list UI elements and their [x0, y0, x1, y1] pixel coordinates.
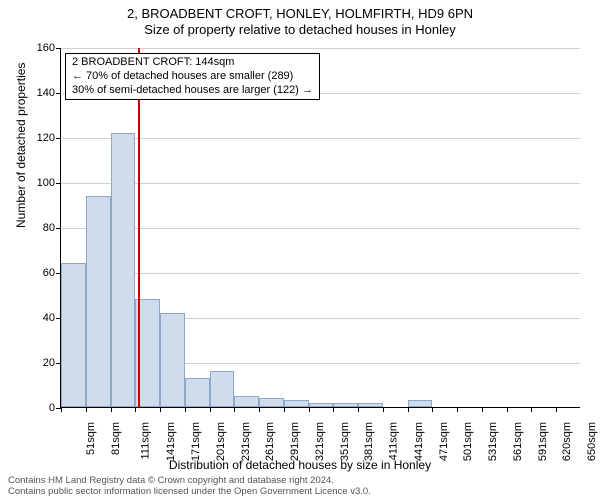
x-tick-label: 51sqm — [85, 422, 97, 455]
x-tick-label: 321sqm — [314, 422, 326, 461]
x-tick-label: 620sqm — [562, 422, 574, 461]
marker-line — [138, 48, 140, 407]
bar — [111, 133, 136, 408]
y-tick-label: 80 — [43, 222, 55, 234]
x-tick-label: 561sqm — [512, 422, 524, 461]
x-tick — [259, 407, 260, 412]
y-tick — [56, 93, 61, 94]
annotation-line-2: ← 70% of detached houses are smaller (28… — [72, 70, 313, 84]
x-tick-label: 471sqm — [438, 422, 450, 461]
x-tick-label: 411sqm — [387, 422, 399, 460]
bar — [333, 403, 358, 408]
y-tick-label: 20 — [43, 357, 55, 369]
x-tick — [482, 407, 483, 412]
footer-line-2: Contains public sector information licen… — [8, 487, 371, 498]
x-tick-label: 291sqm — [289, 422, 301, 461]
x-tick — [185, 407, 186, 412]
title-line-2: Size of property relative to detached ho… — [0, 22, 600, 38]
y-axis-title: Number of detached properties — [14, 63, 28, 228]
y-tick-label: 140 — [37, 87, 55, 99]
plot-area: 02040608010012014016051sqm81sqm111sqm141… — [60, 48, 580, 408]
x-tick-label: 381sqm — [364, 422, 376, 461]
bar — [309, 403, 334, 408]
x-tick-label: 231sqm — [240, 422, 252, 461]
x-tick — [111, 407, 112, 412]
bar — [86, 196, 111, 408]
title-line-1: 2, BROADBENT CROFT, HONLEY, HOLMFIRTH, H… — [0, 6, 600, 22]
bar — [259, 398, 284, 407]
y-tick-label: 40 — [43, 312, 55, 324]
x-tick-label: 171sqm — [190, 422, 202, 461]
x-tick-label: 201sqm — [215, 422, 227, 461]
x-tick — [432, 407, 433, 412]
x-tick — [160, 407, 161, 412]
x-tick — [309, 407, 310, 412]
x-tick-label: 261sqm — [264, 422, 276, 461]
x-tick — [408, 407, 409, 412]
y-tick-label: 0 — [49, 402, 55, 414]
x-tick-label: 650sqm — [586, 422, 598, 461]
bar — [185, 378, 210, 407]
x-tick — [210, 407, 211, 412]
annotation-box: 2 BROADBENT CROFT: 144sqm ← 70% of detac… — [65, 53, 320, 100]
bar — [210, 371, 235, 407]
annotation-line-3: 30% of semi-detached houses are larger (… — [72, 84, 313, 98]
annotation-line-1: 2 BROADBENT CROFT: 144sqm — [72, 56, 313, 70]
x-tick-label: 351sqm — [339, 422, 351, 461]
x-tick — [61, 407, 62, 412]
x-tick — [358, 407, 359, 412]
bar — [358, 403, 383, 408]
x-tick — [234, 407, 235, 412]
x-tick — [457, 407, 458, 412]
x-tick — [135, 407, 136, 412]
x-tick — [86, 407, 87, 412]
x-tick-label: 141sqm — [165, 422, 177, 461]
x-tick — [333, 407, 334, 412]
x-tick — [507, 407, 508, 412]
x-tick-label: 531sqm — [487, 422, 499, 461]
bar — [284, 400, 309, 407]
x-tick-label: 501sqm — [463, 422, 475, 461]
bar — [61, 263, 86, 407]
bar — [234, 396, 259, 407]
x-tick — [556, 407, 557, 412]
x-tick — [284, 407, 285, 412]
x-tick — [383, 407, 384, 412]
bar — [160, 313, 185, 408]
y-tick — [56, 183, 61, 184]
y-tick — [56, 138, 61, 139]
x-axis-title: Distribution of detached houses by size … — [0, 458, 600, 472]
footer: Contains HM Land Registry data © Crown c… — [8, 476, 371, 498]
x-tick — [531, 407, 532, 412]
figure: 2, BROADBENT CROFT, HONLEY, HOLMFIRTH, H… — [0, 0, 600, 500]
y-tick-label: 100 — [37, 177, 55, 189]
y-tick-label: 160 — [37, 42, 55, 54]
bar — [408, 400, 433, 407]
y-tick-label: 120 — [37, 132, 55, 144]
y-tick-label: 60 — [43, 267, 55, 279]
x-tick-label: 81sqm — [110, 422, 122, 455]
y-tick — [56, 48, 61, 49]
x-tick-label: 441sqm — [413, 422, 425, 461]
titles: 2, BROADBENT CROFT, HONLEY, HOLMFIRTH, H… — [0, 0, 600, 39]
x-tick-label: 111sqm — [139, 422, 151, 460]
x-tick-label: 591sqm — [537, 422, 549, 461]
y-tick — [56, 228, 61, 229]
